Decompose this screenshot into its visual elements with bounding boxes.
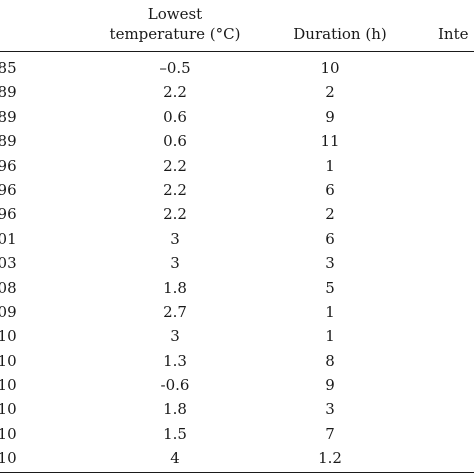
table-row: 010 1.3 8 <box>0 351 474 375</box>
cell-date: 989 <box>0 83 17 102</box>
cell-duration: 2 <box>325 83 335 102</box>
cell-duration: 3 <box>325 400 335 419</box>
cell-date: 989 <box>0 132 17 151</box>
table-row: 001 3 6 <box>0 229 474 253</box>
cell-duration: 1 <box>325 156 335 175</box>
table-row: 003 3 3 <box>0 253 474 277</box>
table-header: e Lowest temperature (°C) Duration (h) I… <box>0 0 474 50</box>
header-divider <box>0 51 474 52</box>
cell-lowest-temperature: 1.8 <box>163 278 187 297</box>
table-row: 996 2.2 1 <box>0 156 474 180</box>
cell-duration: 1 <box>325 302 335 321</box>
cell-date: 996 <box>0 156 17 175</box>
table-bottom-rule <box>0 472 474 473</box>
cell-date: 010 <box>0 351 17 370</box>
header-intensity: Inte <box>438 25 469 43</box>
cell-date: 996 <box>0 205 17 224</box>
table-row: 989 2.2 2 <box>0 82 474 106</box>
cell-lowest-temperature: -0.6 <box>160 376 190 395</box>
cell-lowest-temperature: 1.3 <box>163 351 187 370</box>
cell-duration: 3 <box>325 254 335 273</box>
table-row: 989 0.6 9 <box>0 107 474 131</box>
table-row: 010 1.8 3 <box>0 399 474 423</box>
table-row: 996 2.2 2 <box>0 204 474 228</box>
cell-lowest-temperature: 2.2 <box>163 205 187 224</box>
table-row: 010 4 1.2 <box>0 448 474 472</box>
cell-duration: 10 <box>320 59 340 77</box>
cell-lowest-temperature: 0.6 <box>163 107 187 126</box>
header-duration: Duration (h) <box>293 25 387 43</box>
cell-lowest-temperature: 1.5 <box>163 424 187 443</box>
cell-duration: 11 <box>320 132 340 151</box>
cell-duration: 1.2 <box>318 449 342 468</box>
table-row: 989 0.6 11 <box>0 131 474 155</box>
table-row: 996 2.2 6 <box>0 180 474 204</box>
header-lowest-line1: Lowest <box>147 5 203 23</box>
cell-date: 001 <box>0 229 17 248</box>
cell-lowest-temperature: 2.2 <box>163 180 187 199</box>
cell-lowest-temperature: –0.5 <box>159 59 191 77</box>
table-row: 010 -0.6 9 <box>0 375 474 399</box>
cell-lowest-temperature: 0.6 <box>163 132 187 151</box>
cell-date: 009 <box>0 302 17 321</box>
cell-lowest-temperature: 2.2 <box>163 156 187 175</box>
table-row: 008 1.8 5 <box>0 278 474 302</box>
header-date: e <box>0 24 20 44</box>
header-lowest-line2: temperature (°C) <box>109 25 241 43</box>
cell-lowest-temperature: 3 <box>170 254 180 273</box>
table-row: 009 2.7 1 <box>0 302 474 326</box>
table-row: 010 1.5 7 <box>0 424 474 448</box>
cell-date: 996 <box>0 180 17 199</box>
cell-duration: 9 <box>325 107 335 126</box>
cell-duration: 9 <box>325 376 335 395</box>
cell-date: 010 <box>0 449 17 468</box>
cell-duration: 6 <box>325 229 335 248</box>
cell-duration: 5 <box>325 278 335 297</box>
cell-date: 985 <box>0 59 17 77</box>
cell-duration: 2 <box>325 205 335 224</box>
cell-lowest-temperature: 3 <box>170 229 180 248</box>
table-body: 985–0.5109892.229890.699890.6119962.2199… <box>0 58 474 473</box>
table-row: 985 –0.5 10 <box>0 58 474 82</box>
cell-lowest-temperature: 3 <box>170 327 180 346</box>
cell-date: 989 <box>0 107 17 126</box>
cell-date: 010 <box>0 400 17 419</box>
cell-lowest-temperature: 2.2 <box>163 83 187 102</box>
cell-duration: 6 <box>325 180 335 199</box>
header-lowest-temperature: Lowest temperature (°C) <box>100 4 250 44</box>
cell-date: 010 <box>0 376 17 395</box>
cell-duration: 8 <box>325 351 335 370</box>
cell-date: 010 <box>0 424 17 443</box>
cell-duration: 1 <box>325 327 335 346</box>
cell-lowest-temperature: 4 <box>170 449 180 468</box>
cell-date: 008 <box>0 278 17 297</box>
cell-date: 010 <box>0 327 17 346</box>
cell-lowest-temperature: 1.8 <box>163 400 187 419</box>
cell-duration: 7 <box>325 424 335 443</box>
cell-lowest-temperature: 2.7 <box>163 302 187 321</box>
table-row: 010 3 1 <box>0 326 474 350</box>
cell-date: 003 <box>0 254 17 273</box>
